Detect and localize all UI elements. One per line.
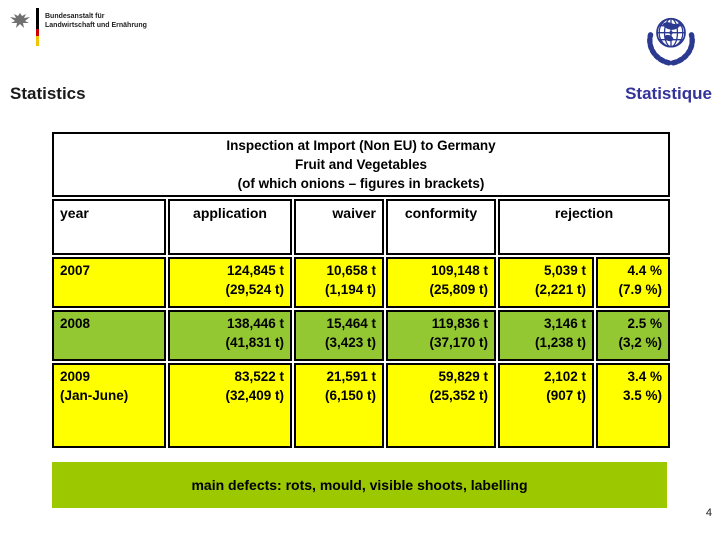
- page-title-english: Statistics: [10, 84, 86, 103]
- cell-application: 83,522 t (32,409 t): [168, 363, 292, 448]
- table-title-line2: Fruit and Vegetables: [294, 157, 428, 172]
- cell-rejection-tonnage: 5,039 t (2,221 t): [498, 257, 594, 308]
- cell-rejection-percent: 3.4 % 3.5 %): [596, 363, 671, 448]
- table-row-2009: 2009 (Jan-June) 83,522 t (32,409 t) 21,591…: [52, 363, 671, 448]
- cell-conformity: 109,148 t (25,809 t): [386, 257, 496, 308]
- table-title-line1: Inspection at Import (Non EU) to Germany: [226, 138, 496, 153]
- cell-application: 124,845 t (29,524 t): [168, 257, 292, 308]
- cell-year: 2007: [52, 257, 166, 308]
- ble-logo: Bundesanstalt für Landwirtschaft und Ern…: [8, 8, 147, 46]
- main-defects-banner: main defects: rots, mould, visible shoot…: [52, 462, 667, 508]
- table-title-line3: (of which onions – figures in brackets): [237, 176, 485, 191]
- column-header-conformity: conformity: [386, 199, 496, 255]
- cell-application: 138,446 t (41,831 t): [168, 310, 292, 361]
- page-number: 4: [705, 507, 712, 519]
- german-federal-eagle-icon: [10, 13, 30, 28]
- ble-org-name: Bundesanstalt für Landwirtschaft und Ern…: [45, 12, 147, 30]
- cell-rejection-tonnage: 2,102 t (907 t): [498, 363, 594, 448]
- column-header-waiver: waiver: [294, 199, 384, 255]
- cell-conformity: 59,829 t (25,352 t): [386, 363, 496, 448]
- column-header-application: application: [168, 199, 292, 255]
- cell-year: 2009 (Jan-June): [52, 363, 166, 448]
- cell-conformity: 119,836 t (37,170 t): [386, 310, 496, 361]
- united-nations-emblem-icon: [647, 17, 695, 66]
- cell-waiver: 10,658 t (1,194 t): [294, 257, 384, 308]
- table-row-2007: 2007 124,845 t (29,524 t) 10,658 t (1,194 …: [52, 257, 671, 308]
- page-title-french: Statistique: [625, 84, 712, 103]
- statistics-table: Inspection at Import (Non EU) to Germany…: [50, 130, 673, 450]
- table-header-row: year application waiver conformity rejec…: [52, 199, 671, 255]
- column-header-year: year: [52, 199, 166, 255]
- table-row-2008: 2008 138,446 t (41,831 t) 15,464 t (3,423 …: [52, 310, 671, 361]
- german-flag-stripe-icon: [36, 8, 39, 46]
- cell-rejection-percent: 4.4 % (7.9 %): [596, 257, 671, 308]
- cell-rejection-tonnage: 3,146 t (1,238 t): [498, 310, 594, 361]
- table-title-row: Inspection at Import (Non EU) to Germany…: [52, 132, 671, 197]
- cell-rejection-percent: 2.5 % (3,2 %): [596, 310, 671, 361]
- ble-org-line2: Landwirtschaft und Ernährung: [45, 22, 147, 29]
- table-title: Inspection at Import (Non EU) to Germany…: [52, 132, 671, 197]
- column-header-rejection: rejection: [498, 199, 671, 255]
- cell-year: 2008: [52, 310, 166, 361]
- cell-waiver: 15,464 t (3,423 t): [294, 310, 384, 361]
- cell-waiver: 21,591 t (6,150 t): [294, 363, 384, 448]
- ble-org-line1: Bundesanstalt für: [45, 13, 105, 20]
